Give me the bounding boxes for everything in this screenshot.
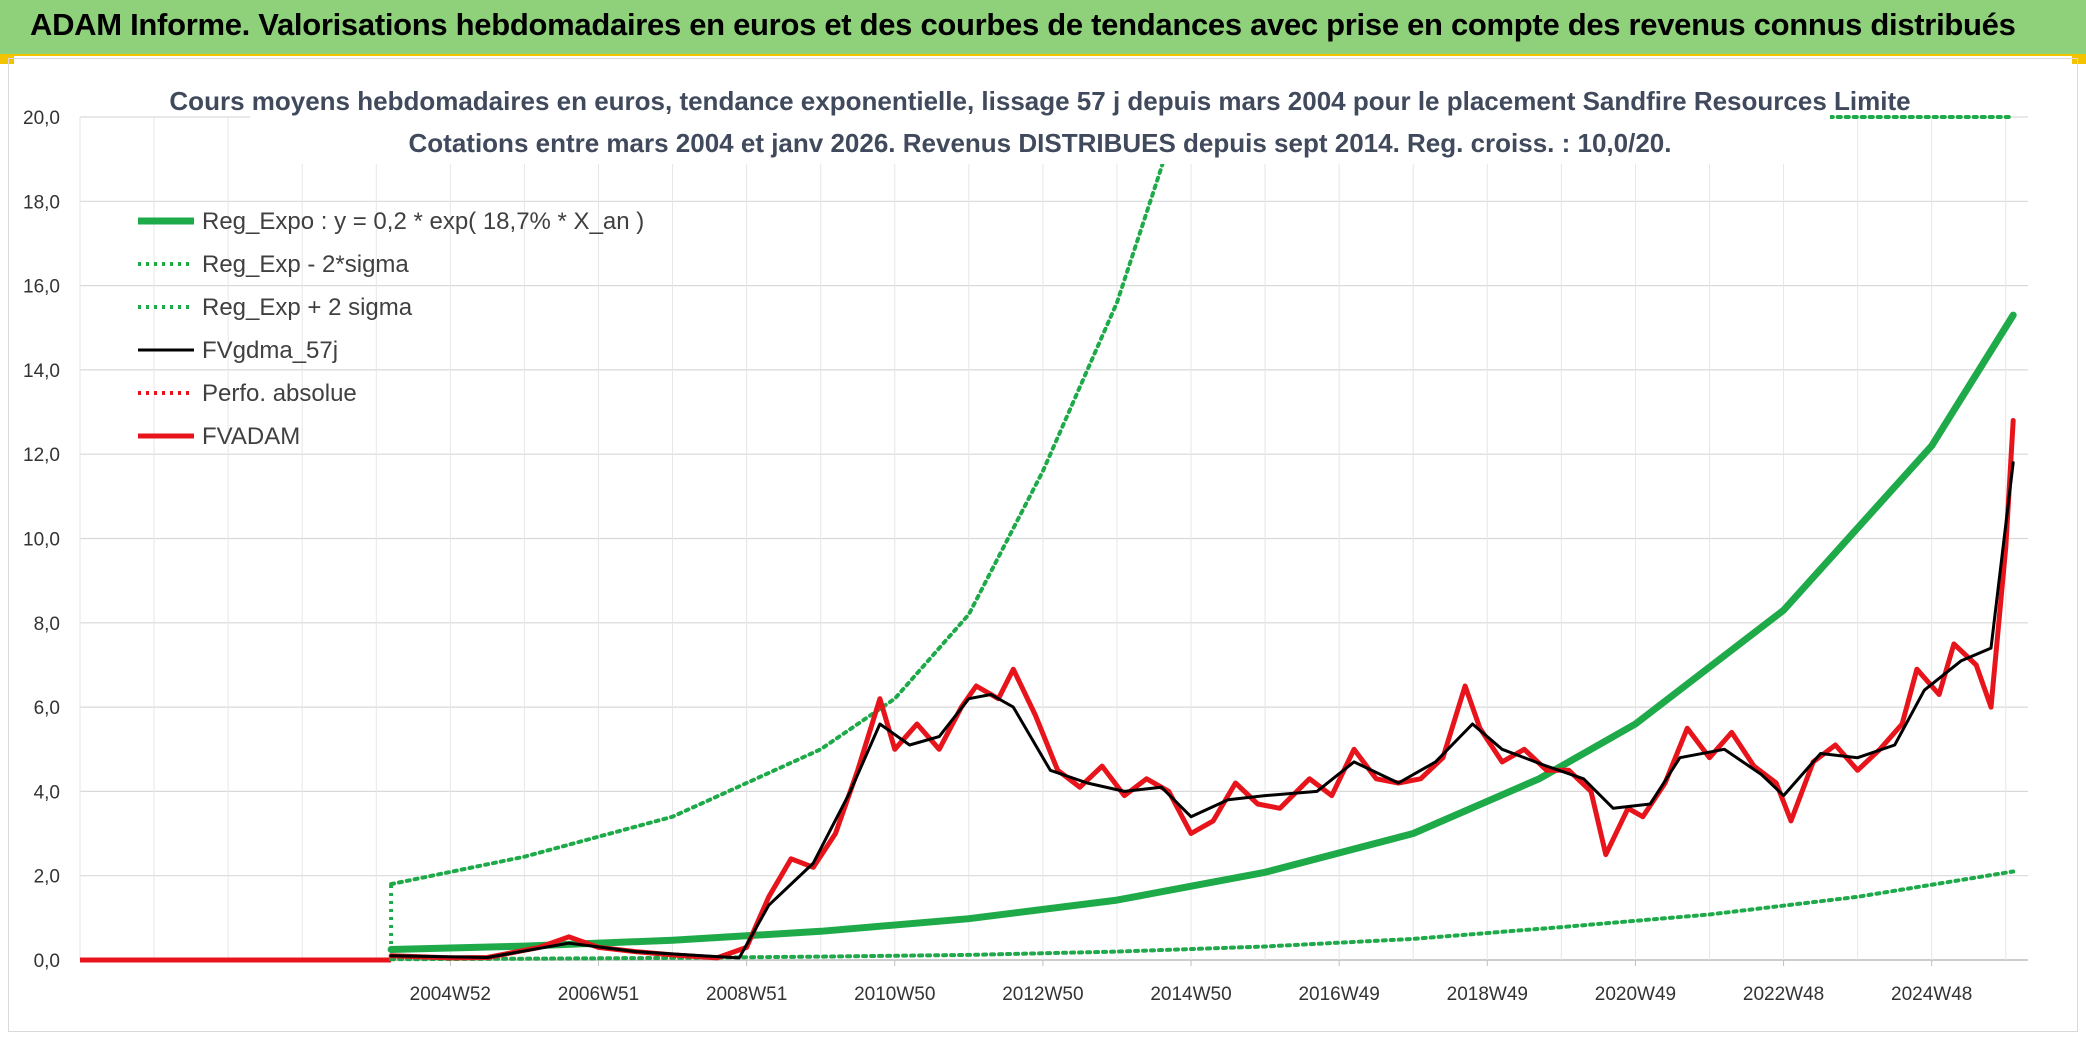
legend-label: Perfo. absolue bbox=[202, 380, 357, 407]
x-tick-label: 2006W51 bbox=[558, 984, 639, 1005]
chart-title: Cours moyens hebdomadaires en euros, ten… bbox=[169, 86, 1910, 116]
legend-item-reg-exp-minus: Reg_Exp - 2*sigma bbox=[138, 251, 409, 278]
reg-expo-line bbox=[387, 311, 2017, 953]
chart-frame bbox=[8, 58, 2078, 1032]
legend-item-fvadam: FVADAM bbox=[138, 423, 300, 450]
fvgdma-57j-line bbox=[389, 461, 2015, 960]
x-tick-label: 2012W50 bbox=[1002, 984, 1083, 1005]
x-tick-label: 2020W49 bbox=[1595, 984, 1676, 1005]
legend: Reg_Expo : y = 0,2 * exp( 18,7% * X_an )… bbox=[138, 208, 644, 450]
y-axis-ticks: 0,0 2,0 4,0 6,0 8,0 10,0 12,0 14,0 16,0 18,0 20,0 bbox=[23, 108, 60, 972]
y-tick-label: 18,0 bbox=[23, 192, 60, 213]
chart-subtitle: Cotations entre mars 2004 et janv 2026. … bbox=[409, 128, 1672, 158]
y-tick-label: 6,0 bbox=[34, 698, 60, 719]
y-tick-label: 20,0 bbox=[23, 108, 60, 129]
banner: ADAM Informe. Valorisations hebdomadaire… bbox=[0, 0, 2086, 56]
x-tick-label: 2014W50 bbox=[1150, 984, 1231, 1005]
legend-label: Reg_Expo : y = 0,2 * exp( 18,7% * X_an ) bbox=[202, 208, 644, 235]
y-tick-label: 10,0 bbox=[23, 530, 60, 551]
corner-marker-right bbox=[2072, 56, 2086, 64]
banner-title: ADAM Informe. Valorisations hebdomadaire… bbox=[30, 7, 2016, 42]
title-backdrop bbox=[250, 84, 1830, 164]
y-tick-label: 2,0 bbox=[34, 867, 60, 888]
legend-label: FVgdma_57j bbox=[202, 337, 338, 364]
y-tick-label: 14,0 bbox=[23, 361, 60, 382]
legend-item-reg-exp-plus: Reg_Exp + 2 sigma bbox=[138, 294, 413, 321]
y-tick-label: 0,0 bbox=[34, 951, 60, 972]
x-tick-label: 2016W49 bbox=[1298, 984, 1379, 1005]
fvadam-line bbox=[388, 418, 2016, 961]
y-tick-label: 12,0 bbox=[23, 445, 60, 466]
y-tick-label: 4,0 bbox=[34, 782, 60, 803]
legend-label: Reg_Exp - 2*sigma bbox=[202, 251, 409, 278]
corner-marker-left bbox=[0, 56, 14, 64]
reg-exp-minus-2sigma-line bbox=[389, 869, 2016, 962]
y-tick-label: 16,0 bbox=[23, 277, 60, 298]
legend-label: Reg_Exp + 2 sigma bbox=[202, 294, 413, 321]
legend-item-fvgdma: FVgdma_57j bbox=[138, 337, 338, 364]
grid-lines bbox=[79, 116, 2028, 961]
legend-label: FVADAM bbox=[202, 423, 300, 450]
x-tick-label: 2022W48 bbox=[1743, 984, 1824, 1005]
x-tick-label: 2008W51 bbox=[706, 984, 787, 1005]
x-tick-label: 2018W49 bbox=[1447, 984, 1528, 1005]
legend-item-perfo: Perfo. absolue bbox=[138, 380, 357, 407]
x-tick-label: 2024W48 bbox=[1891, 984, 1972, 1005]
legend-item-reg-expo: Reg_Expo : y = 0,2 * exp( 18,7% * X_an ) bbox=[138, 208, 644, 235]
x-tick-label: 2010W50 bbox=[854, 984, 935, 1005]
x-tick-label: 2004W52 bbox=[410, 984, 491, 1005]
y-tick-label: 8,0 bbox=[34, 614, 60, 635]
x-axis-ticks: 2004W52 2006W51 2008W51 2010W50 2012W50 2014W… bbox=[410, 960, 1972, 1005]
